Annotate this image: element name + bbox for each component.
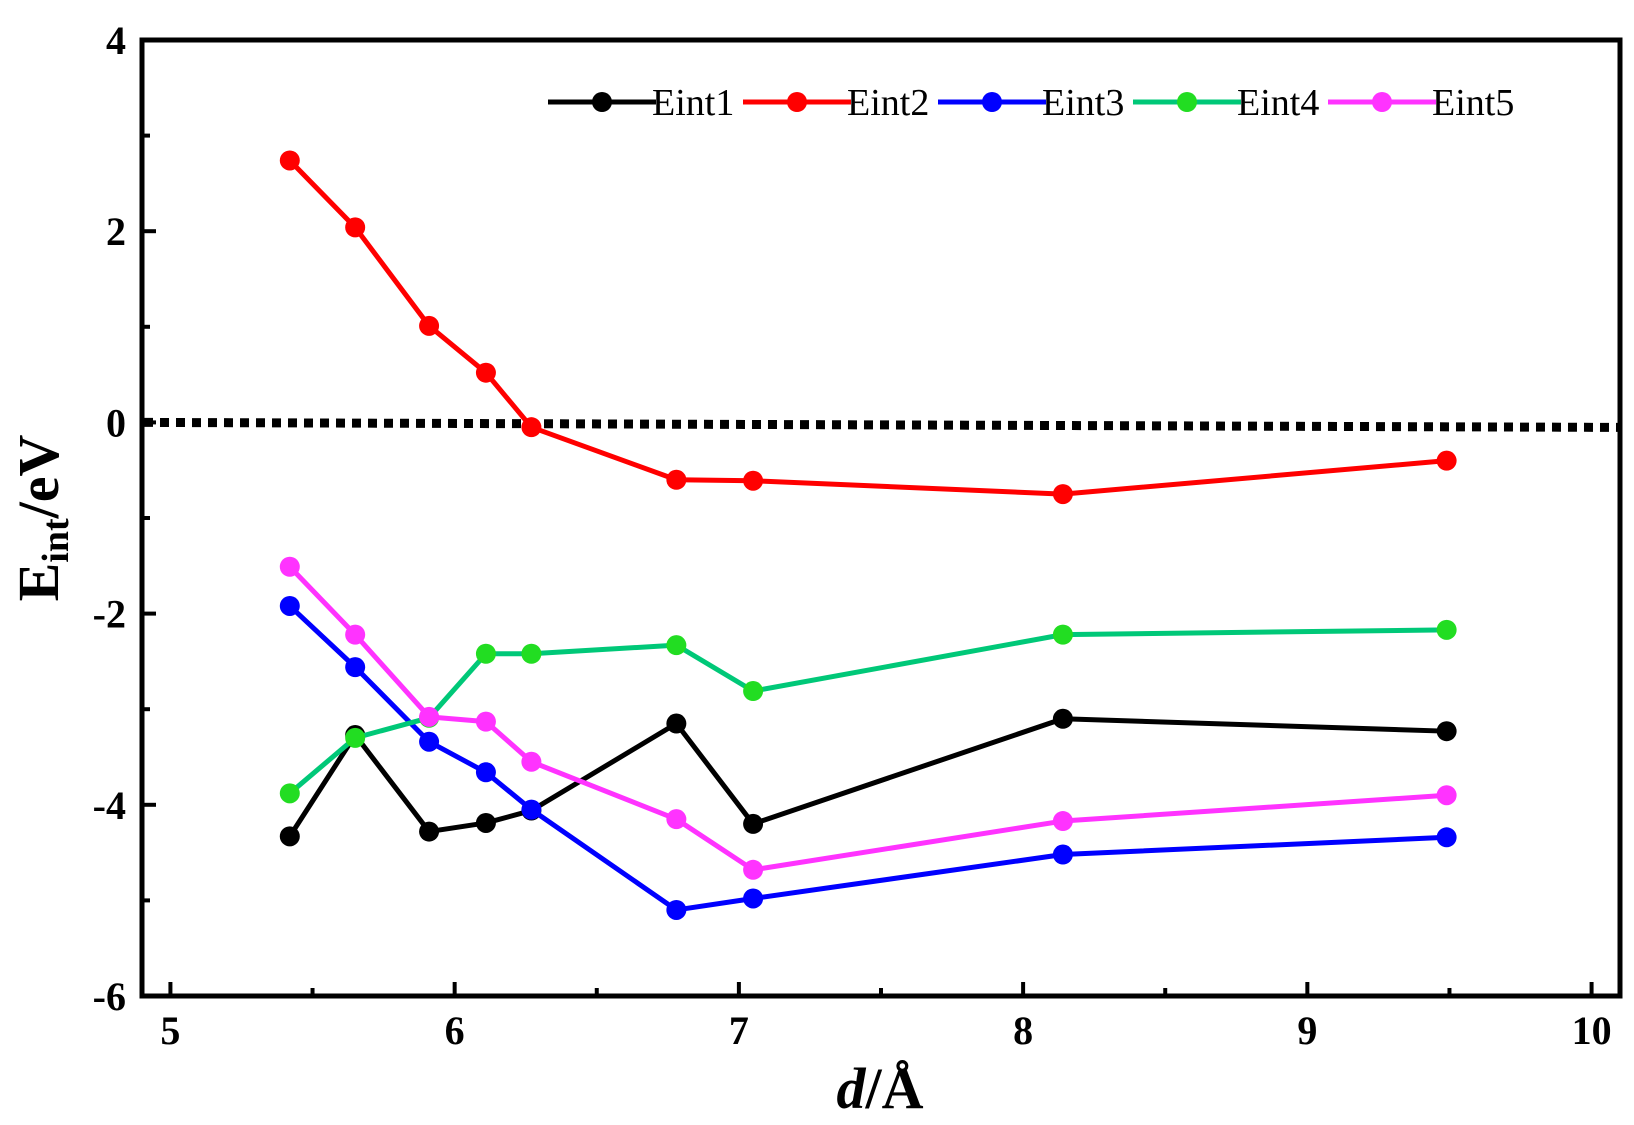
series-eint3 [279,595,1457,920]
legend-label-eint3: Eint3 [1042,82,1124,124]
data-point-eint5 [475,711,496,732]
y-axis-label-subscript: int [35,518,77,563]
series-eint2 [279,150,1457,505]
series-line-eint1 [287,716,1447,838]
data-point-eint3 [1052,844,1073,865]
x-tick-label: 8 [1013,1008,1033,1053]
data-point-eint3 [475,762,496,783]
legend-label-eint2: Eint2 [847,82,929,124]
x-tick-label: 6 [445,1008,465,1053]
data-point-eint4 [279,783,300,804]
legend-item-eint1: Eint1 [548,82,734,124]
series-line-eint2 [288,158,1447,497]
legend-marker-eint5 [1372,92,1392,112]
data-point-eint4 [521,643,542,664]
data-point-eint3 [345,657,366,678]
data-point-eint1 [666,713,687,734]
data-point-eint5 [666,809,687,830]
data-point-eint2 [475,362,496,383]
x-axis-label-italic: d [837,1056,867,1121]
legend-marker-eint1 [592,92,612,112]
data-point-eint3 [279,595,300,616]
legend-label-eint4: Eint4 [1237,82,1319,124]
x-tick-label: 7 [729,1008,749,1053]
legend-marker-eint4 [1177,92,1197,112]
data-point-eint2 [521,417,542,438]
y-tick-label: -4 [93,783,126,828]
data-point-eint5 [743,859,764,880]
data-point-eint3 [666,899,687,920]
data-point-eint5 [345,624,366,645]
series-line-eint3 [288,604,1447,913]
plot-frame [139,37,1623,999]
y-axis-label: Eint/eV [6,434,77,601]
legend-item-eint2: Eint2 [743,82,929,124]
data-point-eint5 [1436,785,1457,806]
data-point-eint3 [419,731,440,752]
series-eint4 [279,619,1457,804]
data-point-eint1 [1052,708,1073,729]
data-point-eint4 [475,643,496,664]
legend-marker-eint3 [982,92,1002,112]
data-point-eint3 [521,799,542,820]
data-point-eint5 [279,556,300,577]
data-point-eint1 [743,813,764,834]
y-tick-label: 2 [106,209,126,254]
data-point-eint3 [743,888,764,909]
legend-item-eint3: Eint3 [938,82,1124,124]
data-point-eint2 [743,470,764,491]
legend-label-eint1: Eint1 [652,82,734,124]
data-point-eint4 [666,635,687,656]
data-point-eint5 [521,751,542,772]
data-point-eint2 [345,217,366,238]
data-point-eint3 [1436,827,1457,848]
data-point-eint4 [743,681,764,702]
x-axis-label: d/Å [837,1056,924,1121]
y-tick-label: -6 [93,974,126,1019]
data-point-eint1 [475,812,496,833]
data-point-eint1 [419,821,440,842]
series-eint5 [279,556,1457,880]
data-point-eint5 [1052,811,1073,832]
legend: Eint1 Eint2 Eint3 Eint4 Eint5 [548,82,1514,124]
data-point-eint4 [1052,624,1073,645]
data-point-eint2 [666,469,687,490]
series-line-eint4 [288,627,1447,796]
series-layer [279,150,1457,920]
legend-item-eint4: Eint4 [1133,82,1319,124]
zero-reference-line [143,417,1619,432]
y-tick-label: -2 [93,592,126,637]
x-tick-label: 5 [160,1008,180,1053]
y-tick-label: 4 [106,18,126,63]
axis-ticks: 5 6 7 8 9 10 -6 -4 -2 0 2 4 [93,18,1612,1053]
data-point-eint4 [1436,619,1457,640]
data-point-eint2 [1436,450,1457,471]
legend-marker-eint2 [787,92,807,112]
y-axis-label-unit: /eV [6,434,71,519]
series-eint1 [279,708,1457,847]
legend-label-eint5: Eint5 [1432,82,1514,124]
x-axis-label-unit: /Å [865,1056,924,1121]
data-point-eint1 [279,826,300,847]
legend-item-eint5: Eint5 [1328,82,1514,124]
data-point-eint1 [1436,721,1457,742]
x-tick-label: 9 [1297,1008,1317,1053]
data-point-eint4 [345,727,366,748]
y-tick-label: 0 [106,400,126,445]
data-point-eint2 [1052,484,1073,505]
y-axis-label-main: E [6,563,71,602]
data-point-eint2 [279,150,300,171]
data-point-eint5 [419,706,440,727]
data-point-eint2 [419,315,440,336]
x-tick-label: 10 [1572,1008,1612,1053]
